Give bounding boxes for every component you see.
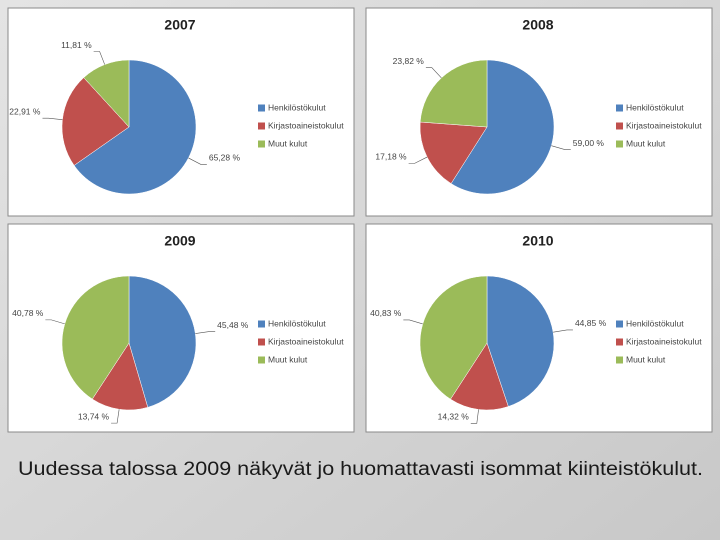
pie-slice: [73, 59, 197, 195]
chart-title: 2008: [522, 17, 553, 33]
pie-slice: [128, 275, 197, 408]
legend-label: Kirjastoaineistokulut: [626, 120, 702, 130]
pie-slice: [450, 59, 555, 195]
legend-swatch: [616, 356, 623, 364]
legend-label: Kirjastoaineistokulut: [268, 120, 344, 130]
data-label: 23,82 %: [393, 56, 425, 66]
pie-slice: [419, 121, 488, 184]
pie-slice: [91, 342, 149, 411]
legend-swatch: [616, 320, 623, 328]
chart: 2007 65,28 % 22,91 % 11,81 % Henkilöstökulut…: [7, 7, 355, 217]
legend-label: Muut kulut: [626, 138, 666, 148]
legend-swatch: [616, 140, 623, 148]
caption: Uudessa talossa 2009 näkyvät jo huomatta…: [18, 459, 703, 480]
data-label: 22,91 %: [9, 106, 41, 116]
data-label: 65,28 %: [209, 153, 241, 163]
chart-title: 2010: [522, 233, 553, 249]
legend-swatch: [258, 140, 265, 148]
data-label: 59,00 %: [573, 138, 605, 148]
data-label: 40,83 %: [370, 308, 402, 318]
chart-title: 2007: [164, 17, 195, 33]
data-label: 11,81 %: [61, 40, 92, 50]
leader-line: [45, 319, 65, 325]
legend-label: Kirjastoaineistokulut: [268, 336, 344, 346]
legend-label: Henkilöstökulut: [268, 102, 326, 112]
data-label: 13,74 %: [78, 411, 110, 421]
legend-swatch: [258, 104, 265, 112]
leader-line: [551, 145, 571, 150]
leader-line: [425, 67, 442, 79]
legend-label: Kirjastoaineistokulut: [626, 336, 702, 346]
legend-label: Muut kulut: [268, 138, 308, 148]
legend-label: Henkilöstökulut: [268, 318, 326, 328]
leader-line: [93, 51, 105, 65]
chart: 2010 44,85 % 14,32 % 40,83 % Henkilöstökulut…: [365, 223, 713, 433]
legend-label: Muut kulut: [268, 354, 308, 364]
pie-slice: [419, 275, 488, 400]
data-label: 17,18 %: [375, 152, 407, 162]
pie-slice: [61, 77, 130, 166]
leader-line: [403, 319, 423, 325]
leader-line: [195, 331, 216, 334]
leader-line: [111, 409, 120, 424]
chart: 2009 45,48 % 13,74 % 40,78 % Henkilöstökulut…: [7, 223, 355, 433]
legend-label: Muut kulut: [626, 354, 666, 364]
leader-line: [42, 117, 63, 121]
leader-line: [470, 409, 479, 424]
pie-slice: [450, 342, 509, 411]
pie-slice: [61, 275, 130, 400]
chart-title: 2009: [164, 233, 195, 249]
legend-swatch: [616, 104, 623, 112]
legend-label: Henkilöstökulut: [626, 102, 684, 112]
pie-slice: [83, 59, 130, 128]
legend-swatch: [616, 338, 623, 346]
legend-label: Henkilöstökulut: [626, 318, 684, 328]
legend-swatch: [258, 320, 265, 328]
data-label: 40,78 %: [12, 308, 44, 318]
legend-swatch: [258, 122, 265, 130]
leader-line: [408, 156, 428, 164]
legend-swatch: [616, 122, 623, 130]
data-label: 45,48 %: [217, 320, 249, 330]
leader-line: [188, 157, 207, 165]
chart: 2008 59,00 % 17,18 % 23,82 % Henkilöstökulut…: [365, 7, 713, 217]
leader-line: [553, 329, 573, 333]
pie-slice: [419, 59, 488, 128]
legend-swatch: [258, 356, 265, 364]
data-label: 14,32 %: [438, 412, 470, 422]
legend-swatch: [258, 338, 265, 346]
data-label: 44,85 %: [575, 318, 607, 328]
